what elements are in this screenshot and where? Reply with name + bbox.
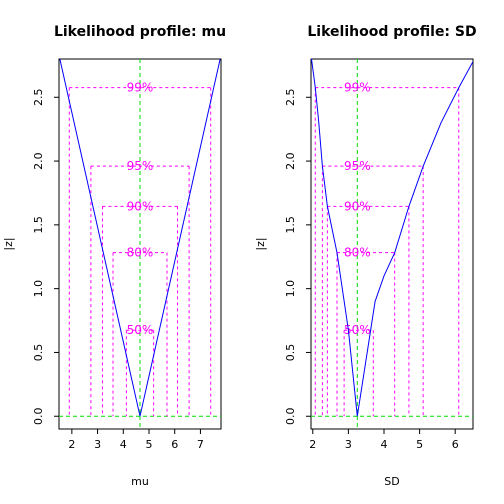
y-tick-label: 1.5: [32, 216, 45, 234]
profile-curve: [311, 59, 473, 417]
chart-title: Likelihood profile: SD: [307, 24, 476, 40]
y-tick-label: 2.0: [32, 152, 45, 170]
level-label: 95%: [344, 159, 371, 173]
y-tick-label: 1.5: [284, 216, 297, 234]
level-label: 99%: [127, 81, 154, 95]
x-tick-label: 6: [452, 438, 459, 451]
level-label: 95%: [127, 159, 154, 173]
panel-sd: Likelihood profile: SD SD |z| 50% 80% 90% 9…: [254, 24, 477, 488]
x-tick-label: 6: [171, 438, 178, 451]
level-label: 80%: [127, 246, 154, 260]
y-tick-label: 0.5: [284, 344, 297, 362]
y-tick-label: 0.0: [284, 407, 297, 425]
x-tick-label: 4: [380, 438, 387, 451]
level-label: 90%: [344, 199, 371, 213]
y-tick-label: 1.0: [32, 280, 45, 298]
chart-title: Likelihood profile: mu: [54, 24, 226, 40]
x-tick-label: 7: [197, 438, 204, 451]
y-axis-label: |z|: [2, 237, 15, 250]
x-tick-label: 5: [146, 438, 153, 451]
plot-frame: [310, 58, 474, 430]
x-tick-label: 2: [309, 438, 316, 451]
x-tick-label: 5: [416, 438, 423, 451]
level-label: 90%: [127, 199, 154, 213]
x-axis-label: SD: [384, 475, 399, 488]
y-axis-label: |z|: [254, 237, 267, 250]
y-tick-label: 0.5: [32, 344, 45, 362]
x-tick-label: 3: [94, 438, 101, 451]
y-tick-label: 1.0: [284, 280, 297, 298]
y-tick-label: 2.5: [284, 89, 297, 107]
level-label: 99%: [344, 81, 371, 95]
y-tick-label: 2.5: [32, 89, 45, 107]
x-axis-label: mu: [131, 475, 149, 488]
level-label: 80%: [344, 246, 371, 260]
panel-mu: Likelihood profile: mu mu |z| 50% 80% 90% 9…: [2, 24, 226, 488]
x-tick-label: 3: [345, 438, 352, 451]
level-label: 50%: [127, 323, 154, 337]
x-tick-label: 2: [68, 438, 75, 451]
y-tick-label: 2.0: [284, 152, 297, 170]
y-tick-label: 0.0: [32, 407, 45, 425]
level-label: 50%: [344, 323, 371, 337]
profile-curve: [59, 59, 221, 417]
x-tick-label: 4: [120, 438, 127, 451]
